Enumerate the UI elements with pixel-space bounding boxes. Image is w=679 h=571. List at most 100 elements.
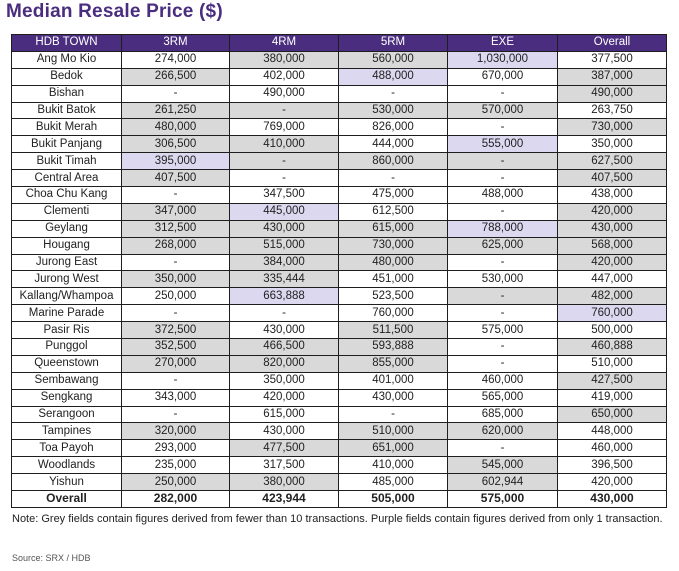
- town-name-cell: Bishan: [11, 84, 122, 103]
- price-cell-overall: 490,000: [557, 84, 667, 103]
- price-cell-5rm: 855,000: [338, 354, 448, 373]
- town-name-cell: Hougang: [11, 236, 122, 255]
- price-cell-3rm: 347,000: [121, 202, 230, 221]
- page-title: Median Resale Price ($): [6, 1, 223, 22]
- price-cell-overall: 510,000: [557, 354, 667, 373]
- price-cell-exe: 460,000: [447, 371, 558, 390]
- price-cell-5rm: 730,000: [338, 236, 448, 255]
- table-row: Woodlands 235,000 317,500 410,000 545,000 396…: [11, 456, 667, 475]
- price-cell-exe: 570,000: [447, 101, 558, 120]
- price-cell-exe: 602,944: [447, 473, 558, 492]
- table-row: Bedok 266,500 402,000 488,000 670,000 387,000: [11, 67, 667, 86]
- price-cell-exe: -: [447, 253, 558, 272]
- price-cell-4rm: -: [229, 101, 339, 120]
- town-name-cell: Bukit Timah: [11, 152, 122, 171]
- price-cell-exe: -: [447, 354, 558, 373]
- source-credit: Source: SRX / HDB: [12, 553, 91, 563]
- table-row: Central Area 407,500- - -407,500: [11, 169, 667, 188]
- table-row: Geylang 312,500 430,000 615,000 788,000 430,0…: [11, 219, 667, 238]
- price-cell-exe: -: [447, 287, 558, 306]
- price-cell-5rm: 488,000: [338, 67, 448, 86]
- price-cell-overall: 419,000: [557, 388, 667, 407]
- total-5rm: 505,000: [338, 490, 448, 508]
- price-cell-5rm: 860,000: [338, 152, 448, 171]
- price-cell-5rm: 410,000: [338, 456, 448, 475]
- price-cell-overall: 730,000: [557, 118, 667, 137]
- price-cell-exe: -: [447, 118, 558, 137]
- price-cell-5rm: 615,000: [338, 219, 448, 238]
- table-row: Bukit Panjang 306,500 410,000 444,000 555,00…: [11, 135, 667, 154]
- town-name-cell: Choa Chu Kang: [11, 186, 122, 204]
- table-row: Pasir Ris 372,500 430,000 511,500 575,000 500…: [11, 321, 667, 340]
- price-cell-5rm: 485,000: [338, 473, 448, 492]
- price-cell-exe: 788,000: [447, 219, 558, 238]
- price-cell-3rm: 266,500: [121, 67, 230, 86]
- price-cell-5rm: 480,000: [338, 253, 448, 272]
- price-cell-5rm: 510,000: [338, 422, 448, 441]
- price-cell-exe: 620,000: [447, 422, 558, 441]
- price-cell-overall: 350,000: [557, 135, 667, 154]
- price-cell-exe: -: [447, 169, 558, 188]
- price-cell-overall: 482,000: [557, 287, 667, 306]
- table-row: Clementi 347,000 445,000 612,500-420,000: [11, 202, 667, 221]
- town-name-cell: Clementi: [11, 202, 122, 221]
- price-cell-3rm: 306,500: [121, 135, 230, 154]
- price-cell-5rm: 401,000: [338, 371, 448, 390]
- table-row: Marine Parade - -760,000-760,000: [11, 304, 667, 323]
- price-cell-overall: 263,750: [557, 101, 667, 120]
- price-cell-3rm: -: [121, 253, 230, 272]
- price-cell-4rm: -: [229, 152, 339, 171]
- price-cell-exe: 575,000: [447, 321, 558, 340]
- price-cell-3rm: -: [121, 405, 230, 424]
- price-cell-4rm: 410,000: [229, 135, 339, 154]
- price-cell-4rm: -: [229, 169, 339, 188]
- price-cell-exe: 1,030,000: [447, 50, 558, 69]
- price-cell-3rm: 312,500: [121, 219, 230, 238]
- town-name-cell: Punggol: [11, 338, 122, 356]
- price-cell-exe: -: [447, 152, 558, 171]
- town-name-cell: Ang Mo Kio: [11, 50, 122, 69]
- table-note: Note: Grey fields contain figures derive…: [12, 513, 663, 525]
- price-cell-5rm: -: [338, 169, 448, 188]
- price-cell-5rm: 475,000: [338, 186, 448, 204]
- price-cell-5rm: 430,000: [338, 388, 448, 407]
- price-cell-3rm: 293,000: [121, 439, 230, 458]
- price-cell-overall: 396,500: [557, 456, 667, 475]
- price-cell-5rm: 444,000: [338, 135, 448, 154]
- table-row: Choa Chu Kang -347,500 475,000 488,000 438,0…: [11, 186, 667, 204]
- price-cell-3rm: 320,000: [121, 422, 230, 441]
- town-name-cell: Bukit Merah: [11, 118, 122, 137]
- town-name-cell: Sembawang: [11, 371, 122, 390]
- price-cell-3rm: 407,500: [121, 169, 230, 188]
- price-cell-3rm: -: [121, 371, 230, 390]
- price-cell-exe: 530,000: [447, 270, 558, 289]
- price-cell-5rm: 826,000: [338, 118, 448, 137]
- price-cell-4rm: 430,000: [229, 219, 339, 238]
- price-cell-exe: -: [447, 202, 558, 221]
- price-cell-3rm: 352,500: [121, 338, 230, 356]
- price-cell-3rm: 343,000: [121, 388, 230, 407]
- price-cell-3rm: 250,000: [121, 473, 230, 492]
- town-name-cell: Bukit Panjang: [11, 135, 122, 154]
- price-cell-4rm: 347,500: [229, 186, 339, 204]
- price-cell-exe: 488,000: [447, 186, 558, 204]
- price-cell-3rm: 235,000: [121, 456, 230, 475]
- price-cell-exe: -: [447, 338, 558, 356]
- table-row: Tampines 320,000 430,000 510,000 620,000 448,…: [11, 422, 667, 441]
- price-cell-5rm: -: [338, 84, 448, 103]
- column-header-town: HDB TOWN: [11, 34, 122, 52]
- table-row: Bukit Merah 480,000 769,000 826,000-730,000: [11, 118, 667, 137]
- price-cell-3rm: -: [121, 304, 230, 323]
- price-cell-4rm: 430,000: [229, 422, 339, 441]
- price-cell-4rm: 384,000: [229, 253, 339, 272]
- town-name-cell: Jurong East: [11, 253, 122, 272]
- price-cell-exe: 670,000: [447, 67, 558, 86]
- price-cell-overall: 448,000: [557, 422, 667, 441]
- table-header-row: HDB TOWN 3RM 4RM 5RM EXE Overall: [11, 34, 667, 52]
- table-row: Serangoon -615,000-685,000 650,000: [11, 405, 667, 424]
- price-cell-overall: 627,500: [557, 152, 667, 171]
- town-name-cell: Pasir Ris: [11, 321, 122, 340]
- price-cell-overall: 568,000: [557, 236, 667, 255]
- price-cell-4rm: 820,000: [229, 354, 339, 373]
- price-cell-overall: 420,000: [557, 253, 667, 272]
